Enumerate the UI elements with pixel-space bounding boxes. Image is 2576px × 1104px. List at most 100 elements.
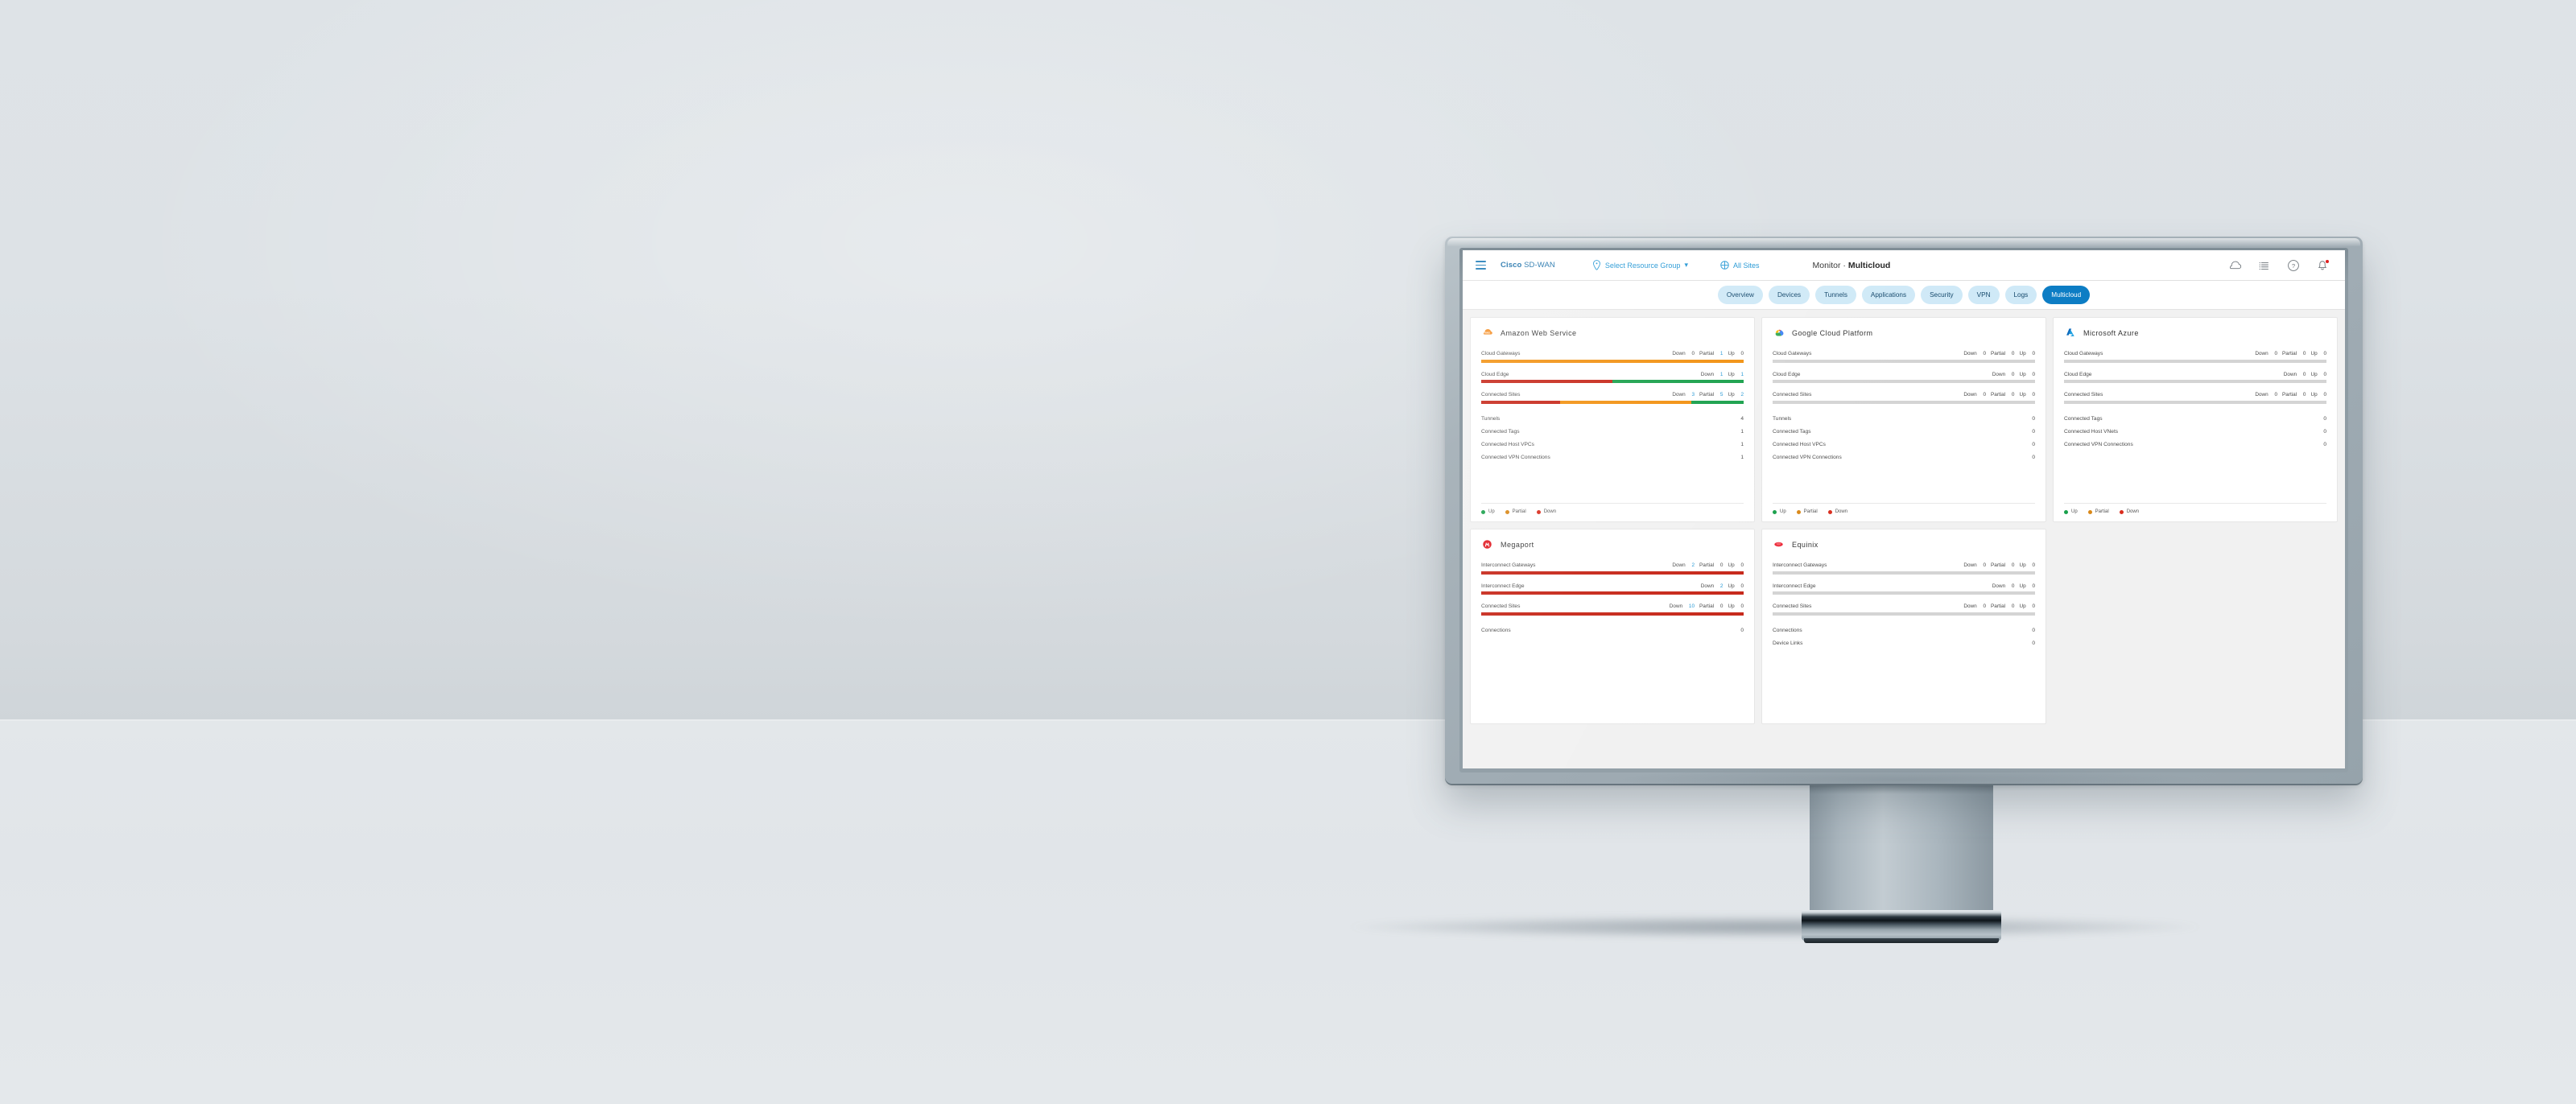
metric-status-counts: Down 0 Up 0: [1992, 583, 2035, 589]
metric-row: Connected Host VNets 0: [2064, 426, 2326, 439]
metric-status-counts: Down 0 Partial 0 Up 0: [2255, 351, 2326, 356]
metric-status-counts: Down 3 Partial 5 Up 2: [1672, 392, 1744, 398]
help-icon[interactable]: ?: [2287, 259, 2300, 272]
metric-row: Connected Host VPCs 0: [1773, 439, 2035, 451]
equinix-logo-icon: [1774, 542, 1783, 547]
status-bar-segment-down: [1481, 612, 1744, 616]
status-count-down: Down 0: [1963, 603, 1986, 609]
monitor-stand-foot: [1804, 938, 1999, 943]
status-count-down: Down 2: [1672, 562, 1695, 568]
status-count-up: Up 0: [2310, 392, 2326, 398]
status-count-key: Down: [2255, 351, 2268, 356]
metric-header: Connected Sites Down 10 Partial 0 Up 0: [1481, 603, 1744, 609]
status-count-value: 0: [1691, 351, 1695, 356]
list-icon[interactable]: [2258, 259, 2271, 272]
status-count-value: 0: [1740, 562, 1744, 568]
status-bar-segment-none: [1773, 612, 2035, 616]
status-count-key: Up: [1728, 562, 1735, 568]
metric-row: Tunnels 4: [1481, 413, 1744, 426]
all-sites-label: All Sites: [1732, 261, 1760, 270]
legend-dot-partial-icon: [1796, 509, 1801, 514]
status-count-key: Down: [1672, 562, 1686, 568]
status-count-down: Down 2: [1701, 583, 1724, 589]
status-count-key: Partial: [1699, 392, 1715, 398]
metric-status-counts: Down 0 Up 0: [2284, 372, 2326, 377]
metric-label: Cloud Gateways: [2064, 351, 2103, 356]
metric-row-label: Connections: [1773, 628, 1802, 633]
status-count-key: Up: [2019, 392, 2026, 398]
status-metric: Cloud Edge Down 0 Up 0: [2064, 372, 2326, 383]
status-count-value: 0: [2302, 351, 2306, 356]
azure-logo-icon: [2066, 328, 2074, 336]
hamburger-icon[interactable]: [1476, 261, 1486, 270]
legend-item-up: Up: [1481, 509, 1495, 514]
metric-row-value: 0: [2032, 442, 2035, 447]
metric-row-value: 4: [1740, 416, 1744, 422]
metric-label: Connected Sites: [1481, 603, 1521, 609]
app-header: Cisco SD-WAN Select Resource Group ▾: [1463, 250, 2345, 281]
metric-label: Cloud Gateways: [1481, 351, 1521, 356]
status-count-up: Up 1: [1728, 372, 1744, 377]
tab-vpn[interactable]: VPN: [1967, 286, 2000, 304]
resource-group-label: Select Resource Group: [1604, 261, 1681, 270]
tab-tunnels[interactable]: Tunnels: [1815, 286, 1856, 304]
legend-item-down: Down: [1536, 509, 1556, 514]
metric-status-counts: Down 2 Up 0: [1701, 583, 1744, 589]
metric-status-counts: Down 0 Partial 0 Up 0: [1963, 351, 2035, 356]
status-count-value: 0: [1719, 603, 1724, 609]
metric-row: Connected VPN Connections 0: [1773, 451, 2035, 464]
metric-header: Interconnect Gateways Down 2 Partial 0 Up 0: [1481, 562, 1744, 568]
status-bar-segment-partial: [1559, 400, 1691, 404]
status-legend: Up Partial Down: [1481, 503, 1744, 514]
tab-overview[interactable]: Overview: [1717, 286, 1763, 304]
tab-applications[interactable]: Applications: [1861, 286, 1916, 304]
status-bar: [1773, 612, 2035, 616]
status-count-key: Partial: [2282, 392, 2297, 398]
status-bar: [1773, 400, 2035, 404]
metric-row: Tunnels 0: [1773, 413, 2035, 426]
legend-dot-up-icon: [1481, 509, 1485, 514]
legend-dot-down-icon: [1536, 509, 1541, 514]
metric-row: Connections 0: [1773, 624, 2035, 637]
status-metric: Interconnect Edge Down 2 Up 0: [1481, 583, 1744, 595]
notification-bell-icon[interactable]: [2316, 259, 2329, 272]
globe-icon: [1720, 261, 1729, 270]
status-bar: [2064, 359, 2326, 363]
chevron-down-icon: ▾: [1684, 261, 1688, 269]
status-count-value: 10: [1688, 603, 1695, 609]
tab-multicloud[interactable]: Multicloud: [2042, 286, 2091, 304]
status-count-key: Down: [2255, 392, 2268, 398]
metric-status-counts: Down 0 Partial 0 Up 0: [1963, 603, 2035, 609]
metric-header: Cloud Edge Down 0 Up 0: [2064, 372, 2326, 377]
cloud-icon[interactable]: [2229, 259, 2242, 272]
status-count-partial: Partial 1: [1699, 351, 1723, 356]
tab-security[interactable]: Security: [1921, 286, 1963, 304]
status-bar: [1481, 612, 1744, 616]
card-title: Amazon Web Service: [1501, 328, 1577, 337]
status-count-value: 0: [2323, 392, 2326, 398]
status-metric: Connected Sites Down 0 Partial 0 Up 0: [2064, 392, 2326, 404]
status-count-down: Down 0: [2255, 351, 2277, 356]
status-count-value: 0: [1983, 392, 1987, 398]
metric-label: Connected Sites: [2064, 392, 2103, 398]
status-legend: Up Partial Down: [1773, 503, 2035, 514]
status-count-value: 5: [1719, 392, 1724, 398]
status-bar: [1773, 591, 2035, 595]
resource-group-selector[interactable]: Select Resource Group ▾: [1592, 260, 1688, 270]
status-count-value: 0: [2032, 371, 2035, 377]
desktop-monitor: Cisco SD-WAN Select Resource Group ▾: [1324, 237, 2516, 945]
status-count-value: 0: [2011, 583, 2015, 589]
tab-logs[interactable]: Logs: [2004, 286, 2037, 304]
legend-dot-down-icon: [2119, 509, 2124, 514]
cloud-provider-card-grid: AWS Amazon Web Service Cloud Gateways Down …: [1470, 317, 2338, 724]
card-title: Microsoft Azure: [2083, 328, 2139, 337]
all-sites-selector[interactable]: All Sites: [1720, 261, 1760, 270]
status-bar: [2064, 380, 2326, 383]
tab-devices[interactable]: Devices: [1768, 286, 1810, 304]
metric-row-value: 0: [1740, 628, 1744, 633]
status-count-down: Down 0: [2255, 392, 2277, 398]
page-title-separator: ·: [1843, 260, 1846, 270]
status-count-partial: Partial 5: [1699, 392, 1723, 398]
status-count-partial: Partial 0: [2282, 351, 2306, 356]
status-bar: [1481, 571, 1744, 575]
